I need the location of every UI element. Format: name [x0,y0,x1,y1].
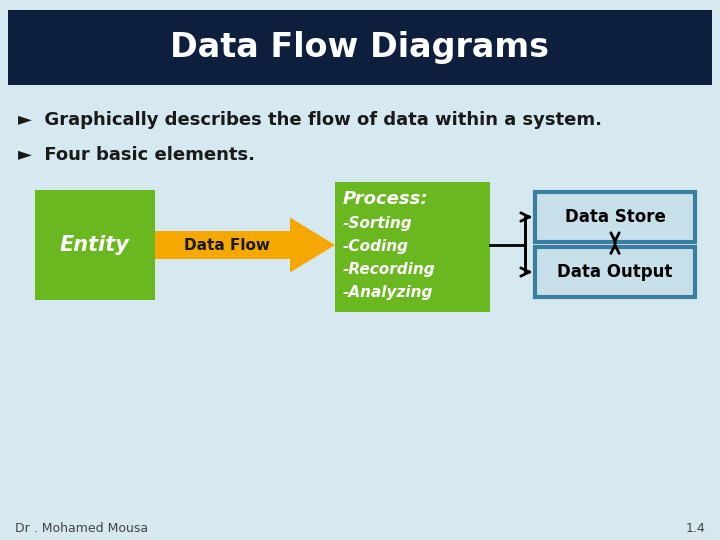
Text: Data Flow: Data Flow [184,238,271,253]
Text: -Analyzing: -Analyzing [343,285,433,300]
FancyBboxPatch shape [8,10,712,85]
FancyBboxPatch shape [535,192,695,242]
Text: -Coding: -Coding [343,239,409,254]
Text: 1.4: 1.4 [685,522,705,535]
Text: Dr . Mohamed Mousa: Dr . Mohamed Mousa [15,522,148,535]
Text: Process:: Process: [343,190,428,208]
FancyBboxPatch shape [35,190,155,300]
Text: Data Store: Data Store [564,208,665,226]
Text: Data Output: Data Output [557,263,672,281]
Text: -Sorting: -Sorting [343,216,413,231]
Text: -Recording: -Recording [343,262,436,277]
Text: ►  Graphically describes the flow of data within a system.: ► Graphically describes the flow of data… [18,111,602,129]
Polygon shape [155,218,335,273]
Text: ►  Four basic elements.: ► Four basic elements. [18,146,255,164]
FancyBboxPatch shape [335,182,490,312]
Text: Data Flow Diagrams: Data Flow Diagrams [171,31,549,64]
FancyBboxPatch shape [535,247,695,297]
Text: Entity: Entity [60,235,130,255]
